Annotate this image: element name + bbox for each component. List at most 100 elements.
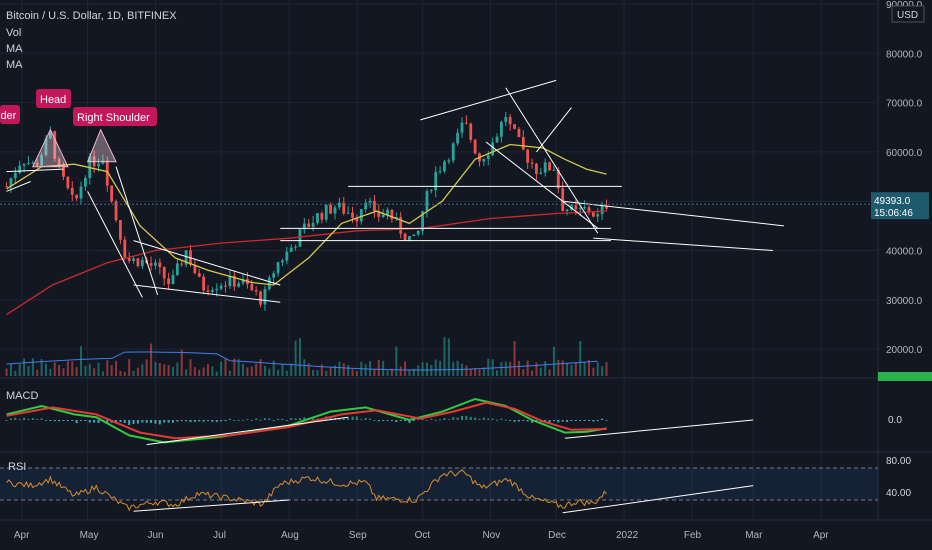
macd-histogram-bar [202,420,205,422]
x-tick-label: Mar [745,530,763,541]
volume-bar [202,367,205,376]
volume-bar [465,365,468,376]
x-tick-label: Apr [813,530,829,541]
macd-histogram-bar [106,420,109,424]
last-price-badge [871,192,929,220]
macd-pane[interactable] [5,397,754,446]
volume-bar [469,368,472,376]
trendline[interactable] [485,141,599,229]
volume-bar [193,367,196,376]
indicator-vol-label[interactable]: Vol [6,27,21,39]
trendline[interactable] [536,107,572,153]
macd-histogram-bar [329,417,332,420]
candle [556,169,560,189]
volume-bar [333,365,336,376]
price-pane[interactable] [0,79,878,316]
candle [342,202,346,214]
trendline[interactable] [6,168,64,173]
candle [552,169,556,171]
volume-bar [338,361,341,376]
trendline[interactable] [505,87,599,234]
volume-bar [456,360,459,376]
volume-bar [31,358,34,376]
trendline[interactable] [6,181,31,192]
volume-bar [412,368,415,376]
rsi-trendline[interactable] [562,485,754,514]
volume-bar [574,362,577,376]
rsi-pane[interactable] [0,467,878,514]
volume-bar [80,346,83,376]
trendline[interactable] [420,79,557,121]
trendline[interactable] [87,191,143,298]
trendline[interactable] [115,166,159,296]
trendline[interactable] [562,200,784,227]
macd-histogram-bar [167,420,170,423]
macd-trendline[interactable] [146,416,349,446]
macd-histogram-bar [522,420,525,421]
trendline[interactable] [133,240,281,286]
volume-bar [596,362,599,376]
volume-bar [592,367,595,376]
candle [416,230,420,235]
y-tick-label: 30000.0 [886,296,923,307]
candle [539,172,543,174]
volume-bar [75,366,78,376]
macd-trendline[interactable] [564,419,754,439]
ma-slow-line [6,210,607,316]
macd-histogram-bar [469,416,472,420]
rsi-title[interactable]: RSI [8,461,26,473]
macd-histogram-bar [487,418,490,420]
macd-histogram-bar [439,419,442,421]
candle [167,278,170,285]
rsi-trendline[interactable] [133,499,290,512]
indicator-ma-label-1[interactable]: MA [6,43,23,55]
candle [359,209,363,222]
volume-bar [263,365,266,376]
macd-histogram-bar [596,420,599,421]
macd-histogram-bar [364,418,367,420]
macd-histogram-bar [263,418,266,420]
macd-histogram-bar [36,418,39,420]
macd-title[interactable]: MACD [6,390,38,402]
currency-label[interactable]: USD [897,10,918,21]
candle [289,247,293,252]
candle [543,162,547,173]
macd-histogram-bar [574,420,577,421]
indicator-ma-label-2[interactable]: MA [6,59,23,71]
trendline[interactable] [593,237,773,251]
head-tag [36,89,71,108]
volume-bar [487,358,490,376]
candle [381,214,385,217]
candle [140,260,144,267]
x-tick-label: Nov [482,530,500,541]
volume-bar [272,360,275,376]
candle [48,131,52,139]
macd-histogram-bar [272,420,275,421]
volume-bar [198,369,201,376]
x-tick-label: 2022 [616,530,639,541]
candle [294,246,297,248]
candle [259,291,262,305]
currency-box[interactable] [891,5,925,23]
left-shoulder-tag [0,105,20,124]
macd-histogram-bar [44,420,47,421]
volume-bar [316,370,319,376]
macd-histogram-bar [119,420,122,423]
trendline[interactable] [133,284,281,303]
candle [587,207,591,213]
volume-bar [570,364,573,376]
volume-bar [566,363,569,376]
macd-histogram-bar [517,420,520,422]
macd-histogram-bar [75,420,78,424]
candle [232,275,236,287]
macd-histogram-bar [434,419,437,421]
volume-bar [386,370,389,376]
volume-bar [377,359,380,376]
volume-bar [417,365,420,376]
macd-histogram-bar [298,418,301,420]
candle [390,209,394,220]
volume-bar [517,360,520,376]
macd-histogram-bar [312,417,315,420]
candle [31,162,35,164]
